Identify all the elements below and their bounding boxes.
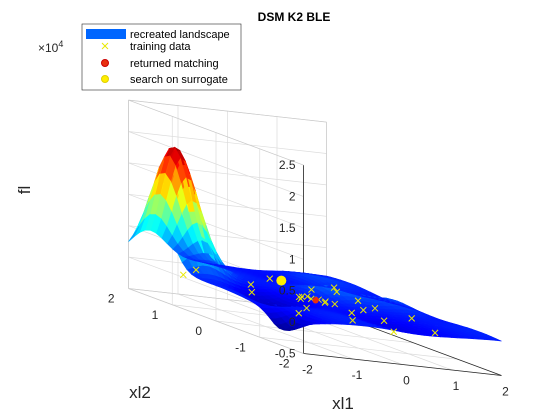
training-data-marker <box>349 316 357 324</box>
y-tick-label: 2 <box>108 292 115 306</box>
training-data-marker <box>380 317 388 325</box>
training-data-marker <box>348 309 356 317</box>
training-data-marker <box>322 298 329 305</box>
training-data-marker <box>330 284 338 291</box>
training-data-marker <box>359 306 367 314</box>
legend-entry-landscape: recreated landscape <box>130 29 230 41</box>
floor-grid-y <box>215 320 415 344</box>
legend-entry-search: search on surrogate <box>130 74 228 86</box>
training-data-marker <box>408 315 416 322</box>
training-data-marker <box>308 286 315 293</box>
returned-matching-marker <box>312 296 319 303</box>
z-tick-label: 1.5 <box>279 221 296 235</box>
z-axis-label: fl <box>15 186 34 195</box>
training-data-marker <box>354 297 362 305</box>
surface-plot <box>128 146 502 342</box>
legend-entry-training: training data <box>130 41 191 53</box>
training-data-marker <box>295 293 303 301</box>
z-tick-label: 2 <box>289 190 296 204</box>
x-tick-label: -1 <box>352 368 363 382</box>
z-tick-label: 2.5 <box>279 158 296 172</box>
training-data-marker <box>295 309 303 317</box>
z-tick-label: 1 <box>289 252 296 266</box>
training-data-marker <box>266 275 274 282</box>
training-data-marker <box>298 293 306 301</box>
legend-swatch-search <box>101 75 109 83</box>
search-on-surrogate-marker <box>276 275 287 286</box>
axis-box-edge <box>303 353 502 376</box>
training-data-marker <box>179 271 187 279</box>
y-tick-label: 1 <box>152 308 159 322</box>
training-data-marker <box>333 288 341 296</box>
training-data-marker <box>431 329 439 337</box>
training-data-marker <box>371 304 379 312</box>
axis-box-edge <box>128 99 304 166</box>
z-tick-label: 0.5 <box>279 284 296 298</box>
training-data-marker <box>303 304 310 312</box>
z-tick-label: -0.5 <box>275 347 296 361</box>
chart-title: DSM K2 BLE <box>258 10 331 24</box>
x-tick-label: -2 <box>302 363 313 377</box>
axis-box-edge <box>128 99 327 123</box>
surface-facet <box>128 226 140 242</box>
x-tick-label: 1 <box>453 379 460 393</box>
legend-entry-matching: returned matching <box>130 58 219 70</box>
z-exponent-base: ×10 <box>38 41 59 55</box>
training-data-marker <box>247 281 255 288</box>
training-data-marker <box>192 266 200 274</box>
y-tick-label: -1 <box>235 340 246 354</box>
legend: recreated landscape training data return… <box>81 23 242 91</box>
training-data-marker <box>390 328 398 336</box>
training-data-marker <box>248 288 256 296</box>
z-tick-label: 0 <box>289 315 296 329</box>
axis-box-edge <box>128 288 304 354</box>
z-exponent-label: ×104 <box>38 39 63 55</box>
marker-layer <box>179 266 439 337</box>
z-exponent-power: 4 <box>58 39 63 49</box>
y-axis-label: xl2 <box>129 383 151 402</box>
legend-swatch-matching <box>101 59 109 67</box>
x-axis-label: xl1 <box>332 394 354 413</box>
y-tick-label: -2 <box>279 357 290 371</box>
training-data-marker <box>304 293 311 300</box>
x-tick-label: 0 <box>403 374 410 388</box>
legend-swatch-surface <box>86 29 126 39</box>
training-data-marker <box>331 300 339 308</box>
tick-labels: -0.5 0 0.5 1 1.5 2 2.5 -2 -1 0 1 2 -2 -1 0 1 2 <box>108 158 509 398</box>
legend-swatch-training <box>101 42 109 50</box>
y-tick-label: 0 <box>195 324 202 338</box>
x-tick-label: 2 <box>502 385 509 399</box>
